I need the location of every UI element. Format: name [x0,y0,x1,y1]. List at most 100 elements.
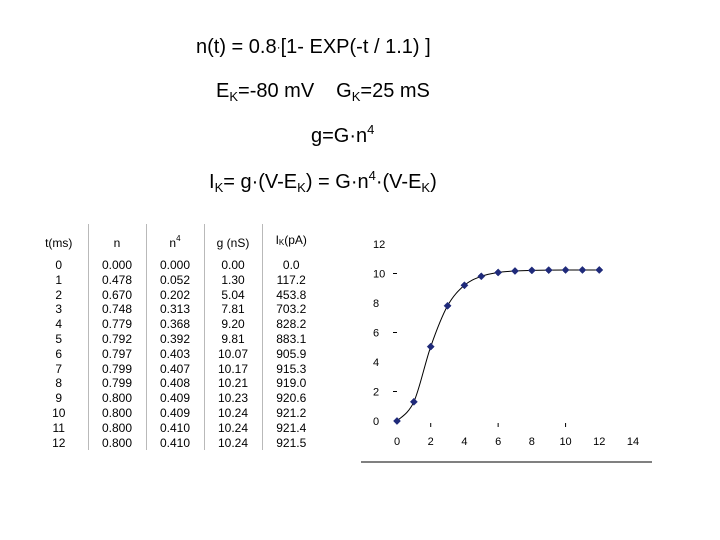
cell-g: 10.17 [203,361,262,377]
cell-t: 7 [55,361,63,376]
eq4-p4: ·(V-E [375,171,422,193]
eq4-p3-sup: 4 [368,168,376,183]
cell-n4: 0.202 [145,287,204,303]
cell-n: 0.000 [87,258,146,273]
cell-n4: 0.368 [145,317,204,332]
cell-n: 0.800 [87,435,146,451]
eq4-p1-sub: K [214,180,224,195]
cell-ik: 919.0 [261,376,320,392]
data-point [477,272,486,281]
cell-n: 0.800 [87,391,146,406]
ek-sub: K [229,89,239,104]
cell-g: 1.30 [203,272,262,288]
series-line [396,269,600,422]
data-point [511,267,519,275]
cell-n: 0.800 [87,420,146,436]
gk-sub: K [351,89,361,104]
chart-axes: 0 2 4 6 8 10 12 0 2 4 6 8 10 12 14 [373,239,639,448]
cell-n4: 0.408 [145,376,204,392]
y-tick-label: 0 [373,416,379,428]
cell-g: 10.07 [203,346,262,362]
cell-t: 5 [55,331,63,346]
ek-main: E [216,80,230,102]
cell-g: 9.81 [203,331,262,347]
cell-t: 2 [55,287,63,302]
eq4-p2-sub: K [297,180,306,195]
table-body: 0 0.000 0.000 0.00 0.0 1 0.478 0.052 1.30 117.2 2 0… [30,258,320,451]
eq3-sup: 4 [367,122,375,137]
data-point [393,417,401,425]
data-point [527,266,536,275]
table-row: 2 0.670 0.202 5.04 453.8 [30,287,320,303]
cell-n: 0.748 [87,302,146,318]
cell-n4: 0.403 [145,346,204,362]
table-row: 10 0.800 0.409 10.24 921.2 [30,405,320,421]
cell-t: 1 [55,272,63,287]
cell-g: 0.00 [203,258,262,273]
eq4-p3: ) = G·n [305,171,369,193]
cell-t: 3 [55,302,63,317]
table-row: 3 0.748 0.313 7.81 703.2 [30,302,320,318]
x-tick-label: 4 [461,436,467,448]
x-tick-label: 6 [495,436,501,448]
y-tick-label: 6 [373,328,379,340]
eq4-p2: = g·(V-E [223,171,298,193]
header-t: t(ms) [45,236,73,250]
eq1-right: [1- EXP(-t / 1.1) ] [280,36,431,58]
y-tick-label: 8 [373,298,379,310]
cell-t: 12 [52,435,66,450]
x-tick-label: 2 [428,436,434,448]
cell-t: 0 [55,258,63,272]
cell-ik: 905.9 [261,346,320,362]
cell-ik: 0.0 [261,258,320,273]
cell-n4: 0.410 [145,435,204,451]
gk-main: G [336,80,352,102]
y-tick-label: 2 [373,387,379,399]
table-row: 4 0.779 0.368 9.20 828.2 [30,317,320,332]
data-point [544,266,553,275]
ek-value: =-80 mV [238,80,315,102]
cell-ik: 453.8 [261,287,320,303]
table-row: 6 0.797 0.403 10.07 905.9 [30,346,320,362]
cell-n4: 0.407 [145,361,204,377]
x-tick-label: 8 [529,436,535,448]
cell-t: 4 [55,317,63,332]
equation-constants: EK=-80 mV GK=25 mS [216,80,430,104]
x-tick-label: 14 [627,436,639,448]
equation-n-of-t: n(t) = 0.8·[1- EXP(-t / 1.1) ] [196,36,431,59]
gk-value: =25 mS [360,80,430,102]
cell-n4: 0.409 [145,405,204,421]
cell-t: 11 [52,420,65,435]
eq4-p5: ) [430,171,437,193]
cell-ik: 920.6 [261,391,320,406]
cell-ik: 828.2 [261,317,320,332]
header-g: g (nS) [203,224,262,258]
cell-n4: 0.410 [145,420,204,436]
cell-g: 10.24 [203,435,262,451]
header-n4: n4 [145,224,204,258]
cell-ik: 921.5 [261,435,320,451]
cell-g: 5.04 [203,287,262,303]
cell-t: 10 [52,405,66,420]
data-table: t(ms) n n4 g (nS) IK(pA) 0 0.000 0.000 0.00… [30,224,320,451]
cell-g: 9.20 [203,317,262,332]
table-header-row: t(ms) n n4 g (nS) IK(pA) [30,224,320,258]
cell-g: 10.24 [203,420,262,436]
data-point [494,268,503,277]
table-row: 11 0.800 0.410 10.24 921.4 [30,420,320,436]
cell-ik: 921.4 [261,420,320,436]
x-tick-label: 12 [593,436,605,448]
equation-current: IK= g·(V-EK) = G·n4·(V-EK) [209,168,437,195]
header-ik: IK(pA) [261,224,320,258]
chart-series-line [396,269,600,422]
cell-ik: 883.1 [261,331,320,347]
table-row: 5 0.792 0.392 9.81 883.1 [30,331,320,347]
cell-n: 0.800 [87,405,146,421]
cell-t: 9 [55,391,63,406]
x-tick-label: 0 [394,436,400,448]
eq3-main: g=G·n [311,125,368,147]
cell-t: 6 [55,346,63,361]
cell-n: 0.779 [87,317,146,332]
header-n: n [87,224,146,258]
